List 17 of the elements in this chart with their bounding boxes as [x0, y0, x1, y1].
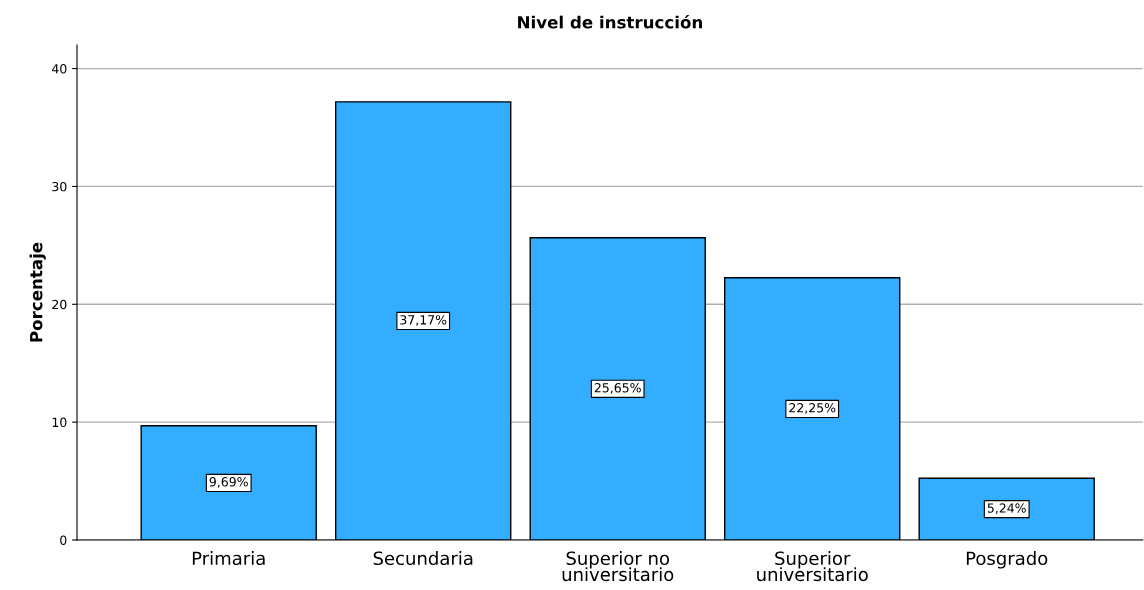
data-label: 25,65% — [594, 383, 641, 394]
x-tick-label: Superior no universitario — [562, 551, 674, 582]
x-tick-label: Superior universitario — [757, 551, 868, 582]
y-tick-label: 40 — [51, 64, 67, 74]
y-tick-label: 30 — [52, 181, 67, 192]
data-label: 37,17% — [400, 315, 447, 326]
data-label: 5,24% — [987, 503, 1026, 515]
y-tick-label: 0 — [60, 535, 67, 545]
x-tick-label: Secundaria — [373, 551, 473, 566]
x-tick-label: Primaria — [192, 551, 265, 566]
y-tick-label: 20 — [52, 299, 67, 310]
x-tick-label: Posgrado — [966, 551, 1048, 569]
data-label: 9,69% — [209, 477, 248, 488]
data-label: 22,25% — [789, 403, 836, 414]
chart-title: Nivel de instrucción — [518, 15, 702, 29]
y-tick-label: 10 — [52, 417, 67, 428]
y-axis-title: Porcentaje — [29, 242, 46, 342]
